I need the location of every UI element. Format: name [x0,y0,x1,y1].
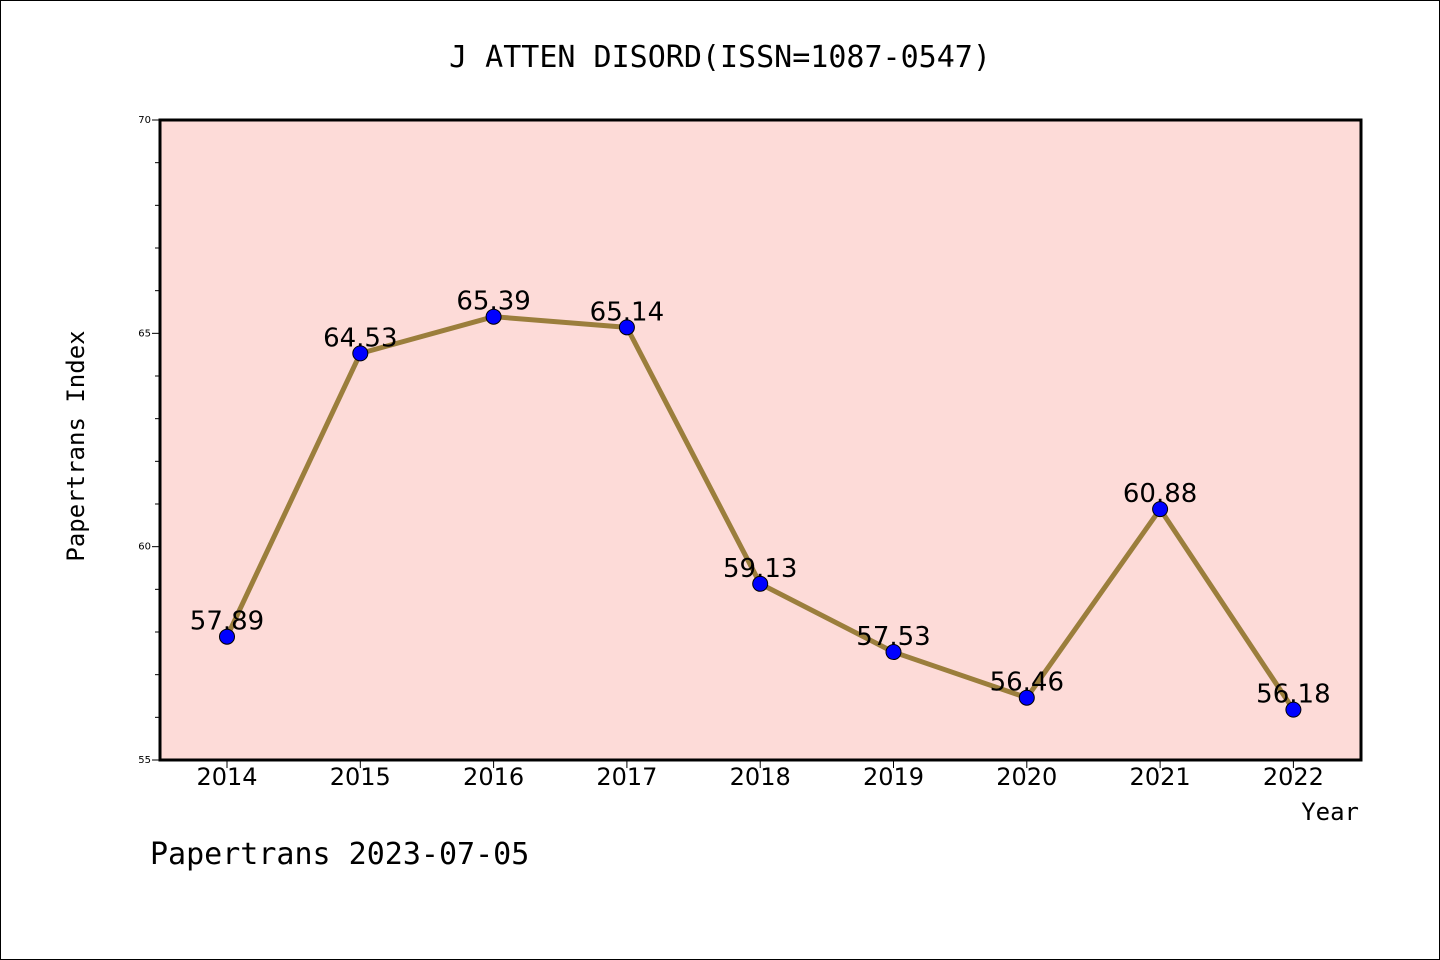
data-label: 60.88 [1123,479,1197,509]
y-tick-label: 65 [138,328,151,339]
footer-text: Papertrans 2023-07-05 [150,837,529,872]
y-tick-label: 55 [138,755,151,766]
x-tick-label: 2015 [330,763,391,791]
x-tick-label: 2017 [596,763,657,791]
data-point [752,575,769,592]
data-point [485,308,502,325]
data-point [618,319,635,336]
data-point [1285,701,1302,718]
y-axis-label: Papertrans Index [62,330,90,561]
data-label: 57.89 [190,607,264,637]
data-point [219,628,235,645]
x-tick-label: 2014 [196,763,257,791]
x-tick-label: 2020 [996,763,1057,791]
data-point [1018,689,1035,706]
data-point [352,345,369,362]
y-tick-label: 70 [138,115,151,126]
x-axis-label: Year [1301,798,1359,826]
data-point [885,644,902,661]
plot-area [158,118,1363,762]
y-tick-label: 60 [138,542,151,553]
x-axis: 2014 2015 2016 2017 2018 2019 2020 2021 2022 [196,760,1324,791]
chart-title: J ATTEN DISORD(ISSN=1087-0547) [449,40,991,75]
y-axis: 55 60 65 70 [138,115,160,766]
data-labels: 57.89 64.53 65.39 65.14 59.13 57.53 56.46 60.88… [190,287,1331,710]
x-tick-label: 2018 [730,763,791,791]
x-tick-label: 2021 [1130,763,1191,791]
data-point [1152,501,1169,518]
x-tick-label: 2019 [863,763,924,791]
data-label: 59.13 [723,554,797,584]
x-tick-label: 2016 [463,763,524,791]
data-label: 57.53 [856,622,930,652]
data-label: 64.53 [323,323,397,353]
data-label: 56.46 [990,668,1064,698]
x-tick-label: 2022 [1263,763,1324,791]
data-label: 65.39 [456,287,530,317]
data-label: 65.14 [590,297,664,327]
data-markers [219,308,1302,718]
data-label: 56.18 [1256,680,1330,710]
